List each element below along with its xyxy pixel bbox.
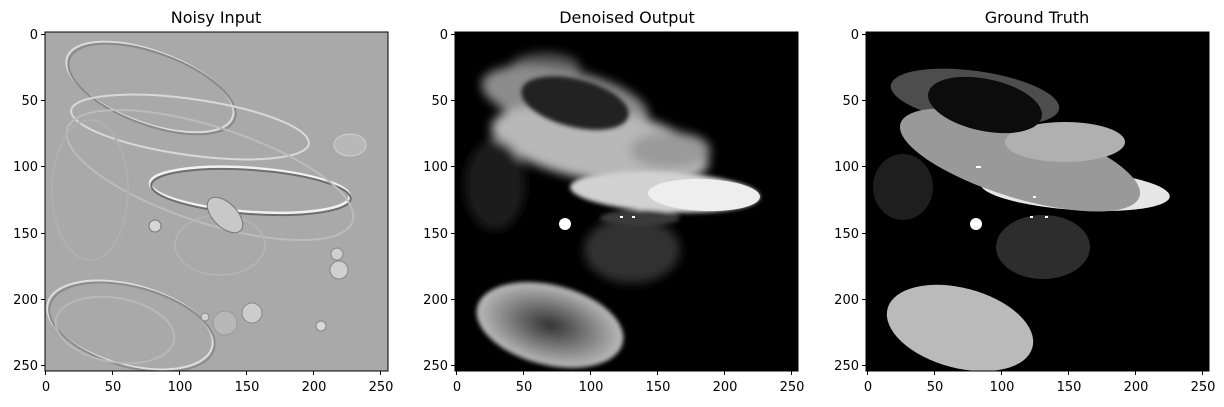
y-tick-label: 100 [423, 160, 448, 175]
x-axis [867, 371, 1203, 375]
panel-title: Ground Truth [985, 8, 1090, 27]
y-tick-label: 150 [13, 227, 38, 242]
y-tick-label: 100 [834, 160, 859, 175]
axes-frame [865, 31, 1210, 372]
y-tick-label: 50 [21, 94, 38, 109]
panel-ground-truth: Ground Truth 0 50 100 150 [834, 8, 1215, 395]
x-axis [45, 371, 381, 375]
y-tick-labels: 0 50 100 150 200 250 [834, 28, 859, 374]
y-tick-label: 50 [431, 94, 448, 109]
x-tick-label: 250 [780, 380, 805, 395]
ground-truth-image [866, 32, 1209, 371]
x-tick-label: 150 [235, 380, 260, 395]
x-tick-label: 250 [369, 380, 394, 395]
y-tick-label: 200 [423, 293, 448, 308]
x-tick-label: 100 [990, 380, 1015, 395]
panel-title: Denoised Output [559, 8, 695, 27]
x-tick-label: 200 [713, 380, 738, 395]
x-tick-label: 100 [579, 380, 604, 395]
y-tick-label: 200 [834, 293, 859, 308]
y-axis [862, 34, 866, 366]
y-tick-label: 200 [13, 293, 38, 308]
y-tick-label: 100 [13, 160, 38, 175]
x-tick-label: 50 [927, 380, 944, 395]
y-tick-labels: 0 50 100 150 200 250 [13, 28, 38, 374]
noisy-input-image [45, 32, 388, 371]
x-tick-label: 0 [864, 380, 872, 395]
panel-denoised-output: Denoised Output [423, 8, 804, 395]
y-tick-label: 0 [30, 28, 38, 43]
panel-title: Noisy Input [171, 8, 262, 27]
x-tick-labels: 0 50 100 150 200 250 [453, 380, 805, 395]
x-tick-label: 250 [1191, 380, 1216, 395]
x-tick-label: 150 [1057, 380, 1082, 395]
y-tick-label: 250 [834, 359, 859, 374]
x-tick-label: 200 [1124, 380, 1149, 395]
y-tick-label: 150 [834, 227, 859, 242]
axes-frame [454, 31, 799, 372]
x-tick-label: 200 [302, 380, 327, 395]
panel-noisy-input: Noisy Input [13, 8, 393, 395]
axes-frame [44, 31, 389, 372]
y-tick-label: 50 [842, 94, 859, 109]
x-tick-labels: 0 50 100 150 200 250 [42, 380, 394, 395]
y-tick-label: 250 [423, 359, 448, 374]
y-tick-label: 0 [851, 28, 859, 43]
y-axis [41, 34, 45, 366]
x-axis [456, 371, 792, 375]
denoised-output-image [455, 32, 798, 371]
y-tick-label: 150 [423, 227, 448, 242]
y-tick-label: 250 [13, 359, 38, 374]
y-tick-labels: 0 50 100 150 200 250 [423, 28, 448, 374]
y-tick-label: 0 [440, 28, 448, 43]
x-tick-label: 150 [646, 380, 671, 395]
x-tick-label: 0 [453, 380, 461, 395]
x-tick-label: 50 [516, 380, 533, 395]
x-tick-label: 0 [42, 380, 50, 395]
x-tick-labels: 0 50 100 150 200 250 [864, 380, 1216, 395]
x-tick-label: 50 [105, 380, 122, 395]
y-axis [451, 34, 455, 366]
x-tick-label: 100 [168, 380, 193, 395]
